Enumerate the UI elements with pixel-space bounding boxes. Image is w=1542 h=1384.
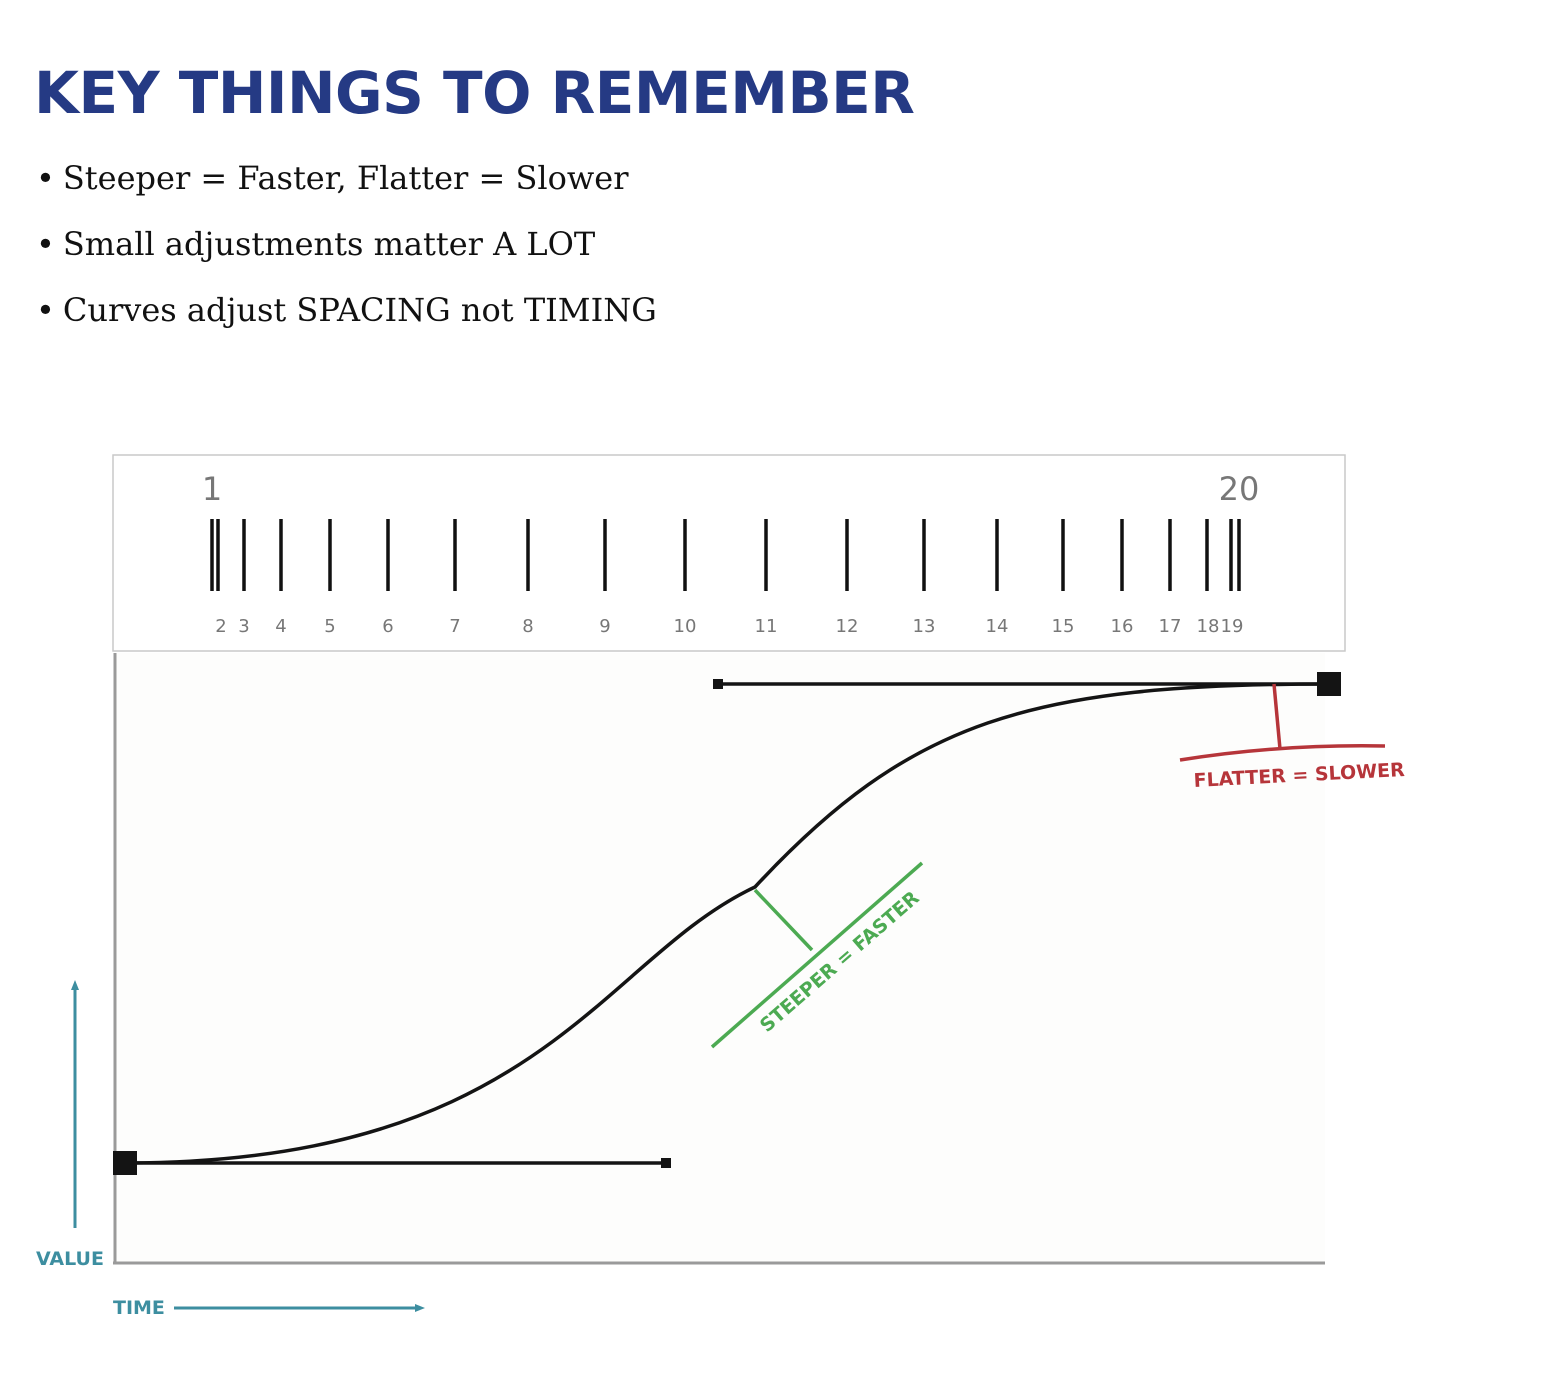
bullet-text: Curves adjust SPACING not TIMING	[62, 291, 657, 329]
frame-number-label: 19	[1221, 616, 1244, 637]
frame-end-label: 20	[1219, 470, 1260, 508]
frame-number-label: 6	[382, 616, 393, 637]
bullet-item: • Small adjustments matter A LOT	[36, 222, 657, 288]
frame-start-label: 1	[202, 470, 222, 508]
key-points-list: • Steeper = Faster, Flatter = Slower • Sma…	[36, 156, 657, 354]
bullet-text: Steeper = Faster, Flatter = Slower	[62, 159, 629, 197]
bullet-dot: •	[36, 159, 55, 197]
frame-number-label: 12	[836, 616, 859, 637]
steeper-pointer-line	[753, 888, 814, 952]
frame-number-label: 3	[238, 616, 249, 637]
flatter-tangent-line	[1179, 744, 1386, 762]
frame-number-label: 17	[1159, 616, 1182, 637]
frame-number-label: 18	[1197, 616, 1220, 637]
frame-number-label: 15	[1052, 616, 1075, 637]
frame-number-label: 5	[324, 616, 335, 637]
frame-number-label: 2	[215, 616, 226, 637]
bullet-item: • Curves adjust SPACING not TIMING	[36, 288, 657, 354]
bullet-item: • Steeper = Faster, Flatter = Slower	[36, 156, 657, 222]
page-title: KEY THINGS TO REMEMBER	[34, 59, 915, 127]
bullet-text: Small adjustments matter A LOT	[62, 225, 596, 263]
time-axis-label: TIME	[113, 1297, 165, 1319]
graph-background	[115, 653, 1325, 1263]
frame-number-label: 7	[449, 616, 460, 637]
frame-number-label: 13	[913, 616, 936, 637]
frame-number-label: 16	[1111, 616, 1134, 637]
frame-number-label: 4	[275, 616, 286, 637]
end-keyframe[interactable]	[1317, 672, 1341, 696]
steeper-tangent-line	[710, 861, 924, 1049]
start-keyframe[interactable]	[113, 1151, 137, 1175]
end-handle-point[interactable]	[713, 679, 723, 689]
start-handle-point[interactable]	[661, 1158, 671, 1168]
value-axis-label: VALUE	[36, 1248, 104, 1270]
flatter-pointer-line	[1272, 683, 1282, 750]
frame-number-label: 10	[674, 616, 697, 637]
frame-numbers: 2 3 4 5 6 7 8 9 10 11 12 13 14 15 16 17 18 19	[215, 616, 1243, 637]
frame-number-label: 11	[755, 616, 778, 637]
easing-curve	[124, 682, 1330, 1165]
frame-number-label: 8	[522, 616, 533, 637]
bullet-dot: •	[36, 225, 55, 263]
frame-ticks	[210, 519, 1241, 591]
frame-strip-box	[112, 454, 1346, 652]
bullet-dot: •	[36, 291, 55, 329]
frame-number-label: 9	[599, 616, 610, 637]
frame-number-label: 14	[986, 616, 1009, 637]
